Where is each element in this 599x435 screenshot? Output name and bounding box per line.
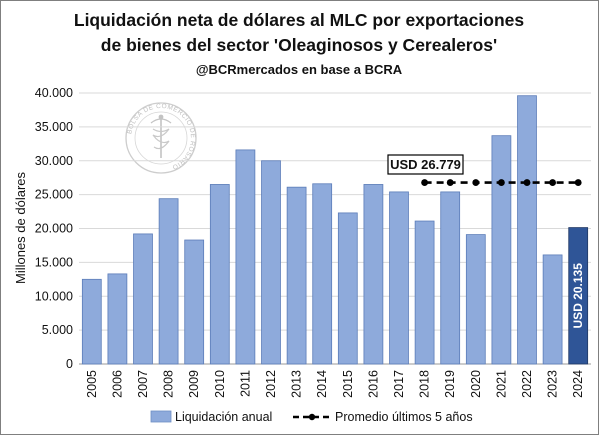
legend-swatch-marker <box>308 413 316 421</box>
bar-2007 <box>133 233 153 365</box>
average-marker-2020 <box>472 179 480 186</box>
x-tick-label: 2024 <box>571 370 585 398</box>
x-tick-label: 2009 <box>187 370 201 398</box>
average-callout-label: USD 26.779 <box>390 157 461 172</box>
bar-2019 <box>440 191 461 365</box>
average-marker-2021 <box>498 179 505 186</box>
chart-subtitle: @BCRmercados en base a BCRA <box>196 62 403 77</box>
y-tick-label: 15.000 <box>35 255 73 269</box>
x-tick-label: 2011 <box>238 370 252 397</box>
average-callout: USD 26.779 <box>387 154 464 175</box>
average-marker-2018 <box>421 179 428 186</box>
y-tick-label: 25.000 <box>35 188 73 202</box>
average-marker-2022 <box>523 179 531 186</box>
last-bar-label: USD 20.135 <box>571 263 585 329</box>
x-tick-label: 2012 <box>264 370 278 398</box>
bar-2020 <box>465 234 486 365</box>
x-tick-label: 2006 <box>110 370 124 398</box>
y-tick-label: 5.000 <box>42 323 73 337</box>
bar-series: USD 20.135 <box>81 95 589 365</box>
bar-2013 <box>286 186 307 365</box>
x-tick-label: 2014 <box>315 370 329 398</box>
plot-area <box>79 92 591 365</box>
caduceus-seal-icon: BOLSA DE COMERCIO DE ROSARIO <box>125 102 197 174</box>
average-marker-2024 <box>574 179 582 186</box>
x-tick-label: 2018 <box>418 370 432 398</box>
y-tick-label: 30.000 <box>35 154 73 168</box>
x-tick-label: 2021 <box>494 370 508 398</box>
bar-2010 <box>209 184 230 365</box>
legend-label-bars: Liquidación anual <box>175 410 272 424</box>
bar-2006 <box>107 273 128 365</box>
average-line-series <box>421 179 582 186</box>
x-tick-label: 2022 <box>520 370 534 398</box>
bar-2016 <box>363 184 384 365</box>
average-marker-2023 <box>549 179 556 186</box>
legend-label-line: Promedio últimos 5 años <box>335 410 473 424</box>
bar-2018 <box>414 220 435 365</box>
bar-2015 <box>337 212 358 365</box>
bar-2017 <box>389 191 409 365</box>
bar-2022 <box>517 95 537 365</box>
x-tick-label: 2023 <box>546 370 560 398</box>
bar-2009 <box>184 239 205 365</box>
x-tick-label: 2020 <box>469 370 483 398</box>
chart-title-line2: de bienes del sector 'Oleaginosos y Cere… <box>101 35 497 55</box>
x-tick-label: 2005 <box>85 370 99 398</box>
x-tick-label: 2015 <box>341 370 355 398</box>
x-tick-label: 2019 <box>443 370 457 398</box>
bar-2005 <box>81 278 102 365</box>
y-tick-label: 0 <box>66 357 73 371</box>
bar-2023 <box>542 254 563 365</box>
y-tick-label: 20.000 <box>35 222 73 236</box>
bar-2008 <box>158 198 179 365</box>
x-tick-label: 2010 <box>213 370 227 398</box>
y-tick-label: 10.000 <box>35 289 73 303</box>
x-axis: 2005 2006 2007 2008 2009 2010 2011 2012 2013 2014… <box>85 370 585 398</box>
x-tick-label: 2007 <box>136 370 150 398</box>
average-callout-box <box>387 154 464 175</box>
y-axis-label: Millones de dólares <box>13 172 28 285</box>
legend: Liquidación anual Promedio últimos 5 año… <box>150 410 473 424</box>
y-axis: 0 5.000 10.000 15.000 20.000 25.000 30.000 35.0… <box>35 86 73 371</box>
bar-2021 <box>491 135 512 365</box>
y-tick-label: 40.000 <box>35 86 73 100</box>
x-tick-label: 2008 <box>162 370 176 398</box>
x-tick-label: 2013 <box>290 370 304 398</box>
y-tick-label: 35.000 <box>35 120 73 134</box>
bar-2024 <box>568 227 589 365</box>
average-marker-2019 <box>446 179 454 186</box>
bar-2014 <box>312 183 333 365</box>
bar-2012 <box>261 160 281 365</box>
bar-2011 <box>235 149 256 365</box>
x-tick-label: 2016 <box>366 370 380 398</box>
legend-swatch-bars <box>150 410 172 423</box>
chart-title-line1: Liquidación neta de dólares al MLC por e… <box>74 10 524 30</box>
x-tick-label: 2017 <box>392 370 406 398</box>
